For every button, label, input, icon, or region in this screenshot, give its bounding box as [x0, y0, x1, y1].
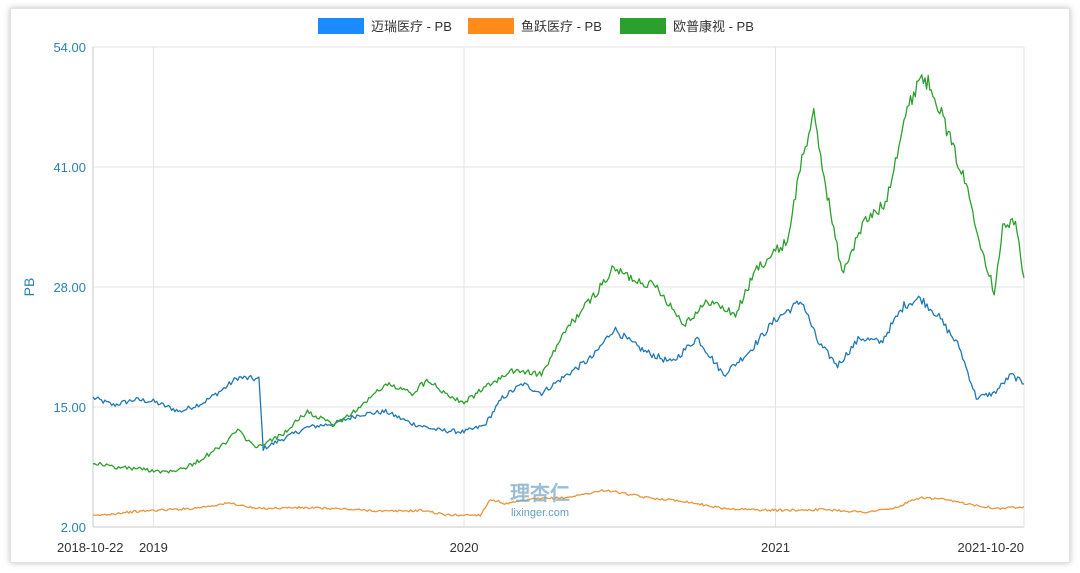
series-line: [92, 74, 1025, 474]
x-tick-label: 2020: [450, 540, 479, 555]
x-tick-label: 2019: [139, 540, 168, 555]
series-line: [92, 489, 1025, 517]
grid-lines: [93, 46, 1024, 528]
legend[interactable]: 迈瑞医疗 - PB 鱼跃医疗 - PB 欧普康视 - PB: [318, 18, 754, 34]
y-tick-label: 15.00: [53, 400, 86, 415]
legend-swatch: [468, 18, 514, 34]
y-tick-label: 41.00: [53, 160, 86, 175]
legend-swatch: [318, 18, 364, 34]
legend-item[interactable]: 鱼跃医疗 - PB: [468, 18, 602, 34]
legend-label: 鱼跃医疗 - PB: [521, 19, 602, 34]
legend-item[interactable]: 迈瑞医疗 - PB: [318, 18, 452, 34]
legend-label: 迈瑞医疗 - PB: [371, 19, 452, 34]
axes: [92, 47, 1025, 528]
y-tick-label: 54.00: [53, 40, 86, 55]
x-tick-label: 2021: [761, 540, 790, 555]
x-tick-label: 2018-10-22: [57, 540, 124, 555]
y-tick-labels: 2.00 15.00 28.00 41.00 54.00: [53, 40, 86, 535]
series-lines: [92, 74, 1025, 517]
watermark-logo-text: 理杏仁: [510, 481, 570, 505]
y-axis-label: PB: [21, 278, 37, 297]
x-tick-labels: 2018-10-22 2019 2020 2021 2021-10-20: [57, 540, 1024, 555]
watermark-domain: lixinger.com: [511, 507, 569, 519]
legend-swatch: [620, 18, 666, 34]
legend-label: 欧普康视 - PB: [673, 19, 754, 34]
legend-item[interactable]: 欧普康视 - PB: [620, 18, 754, 34]
y-tick-label: 28.00: [53, 280, 86, 295]
x-tick-label: 2021-10-20: [958, 540, 1025, 555]
series-line: [92, 295, 1025, 452]
chart-frame: [10, 8, 1070, 563]
y-tick-label: 2.00: [61, 520, 86, 535]
lixinger-watermark: 理杏仁 lixinger.com: [510, 481, 570, 519]
